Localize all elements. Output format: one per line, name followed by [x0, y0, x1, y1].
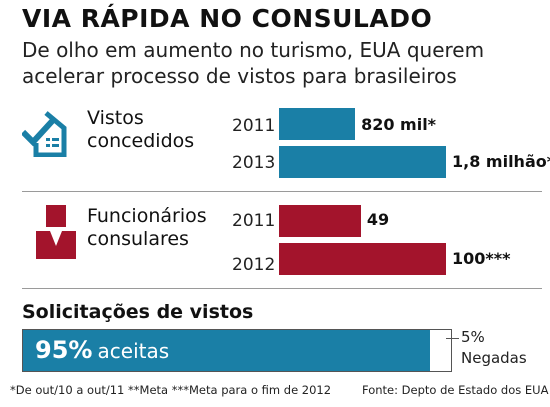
negadas-text: Negadas — [461, 349, 527, 367]
section-label-vistos-line-1: Vistos — [87, 107, 144, 129]
section-divider — [22, 191, 542, 192]
bar-vistos-2013 — [279, 146, 446, 178]
chart-subtitle-line-1: De olho em aumento no turismo, EUA quere… — [22, 38, 485, 62]
negadas-leader-line — [446, 338, 459, 339]
aceitas-text: aceitas — [97, 339, 170, 363]
person-icon — [33, 205, 79, 265]
footnotes: *De out/10 a out/11 **Meta ***Meta para … — [10, 383, 332, 397]
section-label-vistos-line-2: concedidos — [87, 130, 195, 152]
house-check-icon — [20, 105, 82, 161]
aceitas-percent: 95% — [35, 336, 93, 364]
chart-title: VIA RÁPIDA NO CONSULADO — [22, 4, 433, 33]
bar-funcionarios-2012 — [279, 243, 446, 275]
chart-subtitle-line-2: acelerar processo de vistos para brasile… — [22, 64, 457, 88]
year-label-vistos-2011: 2011 — [232, 116, 276, 136]
value-label-funcionarios-2011: 49 — [366, 210, 390, 229]
section-divider — [22, 288, 542, 289]
bar-vistos-2011 — [279, 108, 356, 140]
value-label-vistos-2013: 1,8 milhão** — [452, 152, 550, 171]
negadas-label: 5% Negadas — [461, 327, 527, 369]
section-label-funcionarios-line-2: consulares — [87, 228, 189, 250]
value-label-vistos-2011: 820 mil* — [361, 115, 437, 134]
solicitacoes-bar: 95% aceitas — [22, 329, 452, 372]
aceitas-label: 95% aceitas — [35, 336, 169, 364]
value-label-funcionarios-2012: 100*** — [452, 249, 511, 268]
negadas-percent: 5% — [461, 328, 485, 346]
source-note: Fonte: Depto de Estado dos EUA — [362, 383, 549, 397]
year-label-funcionarios-2011: 2011 — [232, 211, 276, 231]
year-label-funcionarios-2012: 2012 — [232, 255, 276, 275]
year-label-vistos-2013: 2013 — [232, 153, 276, 173]
section-label-funcionarios-line-1: Funcionários — [87, 205, 207, 227]
bar-aceitas — [23, 330, 430, 371]
bar-funcionarios-2011 — [279, 205, 361, 237]
solicitacoes-title: Solicitações de vistos — [22, 301, 254, 323]
